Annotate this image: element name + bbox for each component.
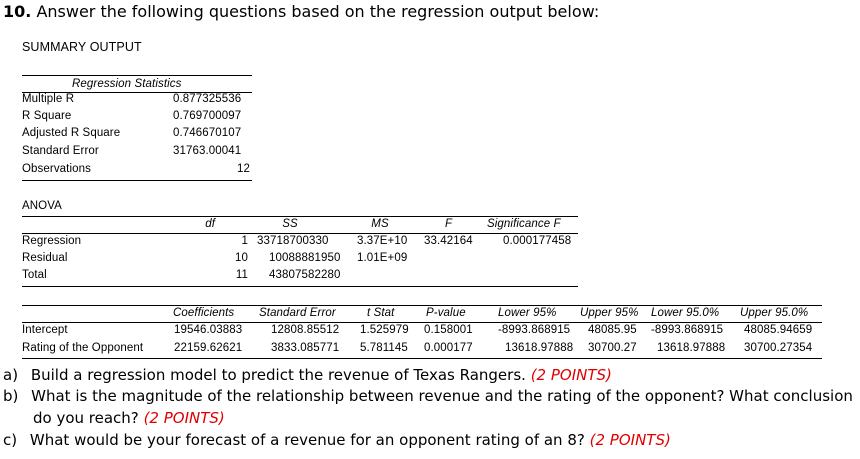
anova-header-df: df [205, 218, 215, 230]
coef-cell: 22159.62621 [174, 342, 243, 354]
anova-row-sig: 0.000177458 [503, 235, 572, 247]
anova-row-f: 33.42164 [424, 235, 473, 247]
coef-cell: 13618.97888 [657, 342, 726, 354]
question-text: Build a regression model to predict the … [30, 366, 526, 384]
coef-cell: 5.781145 [360, 342, 408, 354]
coef-cell: 48085.95 [588, 324, 637, 336]
coef-header-line [22, 322, 822, 323]
anova-title: ANOVA [22, 200, 62, 212]
anova-row-label: Total [22, 269, 47, 281]
coef-cell: 0.158001 [424, 324, 473, 336]
regstats-label: Adjusted R Square [22, 127, 121, 139]
anova-row-label: Residual [22, 252, 68, 264]
regstats-value: 0.877325536 [173, 93, 242, 105]
anova-header-ms: MS [371, 218, 389, 230]
question-letter: b) [3, 387, 19, 405]
coef-cell: -8993.868915 [651, 324, 724, 336]
coef-header: Upper 95.0% [740, 307, 809, 319]
question-text: What is the magnitude of the relationshi… [31, 387, 853, 405]
anova-header-f: F [445, 218, 453, 230]
coef-cell: 3833.085771 [271, 342, 340, 354]
question-text: Answer the following questions based on … [36, 2, 600, 21]
coef-header: Upper 95% [580, 307, 639, 319]
question-points: (2 POINTS) [589, 431, 671, 449]
coef-top-line [22, 305, 822, 306]
regstats-label: Multiple R [22, 93, 75, 105]
question-number: 10. [3, 2, 32, 21]
anova-bottom-line [22, 286, 578, 287]
question-heading: 10. Answer the following questions based… [3, 2, 599, 21]
question-c: c) What would be your forecast of a reve… [3, 431, 671, 449]
coef-header: Standard Error [259, 307, 336, 319]
coef-header: Lower 95.0% [651, 307, 720, 319]
anova-row-df: 10 [235, 252, 248, 264]
question-a: a) Build a regression model to predict t… [3, 366, 612, 384]
coef-cell: -8993.868915 [498, 324, 571, 336]
summary-title: SUMMARY OUTPUT [22, 40, 142, 54]
anova-top-line [22, 216, 578, 217]
coef-row-label: Rating of the Opponent [22, 342, 144, 354]
coef-row-label: Intercept [22, 324, 68, 336]
anova-header-sig: Significance F [487, 218, 561, 230]
anova-row-df: 1 [241, 235, 248, 247]
anova-row-ss: 33718700330 [257, 235, 329, 247]
regstats-value: 0.769700097 [173, 110, 242, 122]
coef-cell: 12808.85512 [271, 324, 340, 336]
anova-row-ss: 10088881950 [269, 252, 341, 264]
coef-header: Coefficients [173, 307, 235, 319]
question-text: do you reach? [33, 409, 139, 427]
regstats-value: 0.746670107 [173, 127, 242, 139]
anova-row-label: Regression [22, 235, 82, 247]
regstats-label: Observations [22, 163, 91, 175]
coef-cell: 13618.97888 [505, 342, 574, 354]
coef-cell: 48085.94659 [744, 324, 813, 336]
regstats-label: R Square [22, 110, 72, 122]
regstats-value: 12 [237, 163, 250, 175]
anova-row-df: 11 [235, 269, 248, 281]
anova-row-ms: 3.37E+10 [357, 235, 408, 247]
question-b: b) What is the magnitude of the relation… [3, 387, 853, 405]
coef-header: t Stat [367, 307, 395, 319]
regression-statistics-title: Regression Statistics [72, 78, 182, 90]
coef-cell: 0.000177 [424, 342, 473, 354]
coef-cell: 1.525979 [360, 324, 409, 336]
anova-header-line [22, 233, 578, 234]
regstats-label: Standard Error [22, 145, 99, 157]
coef-cell: 30700.27354 [744, 342, 813, 354]
coef-bottom-line [22, 358, 822, 359]
coef-header: P-value [426, 307, 466, 319]
question-text: What would be your forecast of a revenue… [29, 431, 585, 449]
question-letter: a) [3, 366, 19, 384]
question-points: (2 POINTS) [530, 366, 612, 384]
coef-cell: 30700.27 [588, 342, 637, 354]
question-points: (2 POINTS) [143, 409, 225, 427]
anova-row-ms: 1.01E+09 [357, 252, 408, 264]
regstats-bottom-line [22, 180, 252, 181]
anova-header-ss: SS [282, 218, 298, 230]
question-b-continued: do you reach? (2 POINTS) [33, 409, 225, 427]
regstats-top-line [22, 75, 252, 76]
question-letter: c) [3, 431, 18, 449]
coef-header: Lower 95% [498, 307, 557, 319]
regstats-value: 31763.00041 [173, 145, 242, 157]
coef-cell: 19546.03883 [174, 324, 243, 336]
regstats-header-line [22, 92, 252, 93]
anova-row-ss: 43807582280 [269, 269, 341, 281]
